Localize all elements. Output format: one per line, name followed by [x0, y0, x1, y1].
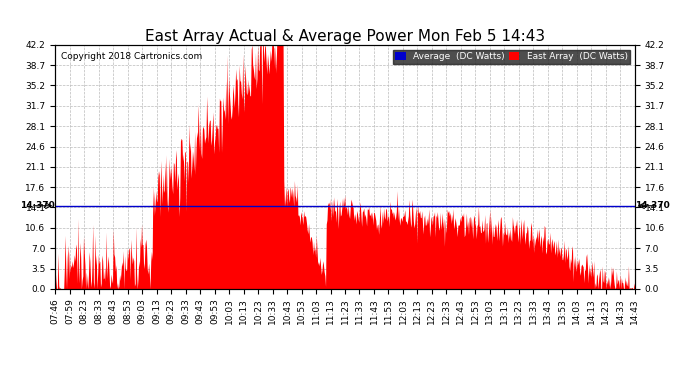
- Text: 14.370: 14.370: [635, 201, 670, 210]
- Title: East Array Actual & Average Power Mon Feb 5 14:43: East Array Actual & Average Power Mon Fe…: [145, 29, 545, 44]
- Text: 14.370: 14.370: [20, 201, 55, 210]
- Legend: Average  (DC Watts), East Array  (DC Watts): Average (DC Watts), East Array (DC Watts…: [393, 50, 630, 64]
- Text: Copyright 2018 Cartronics.com: Copyright 2018 Cartronics.com: [61, 53, 202, 61]
